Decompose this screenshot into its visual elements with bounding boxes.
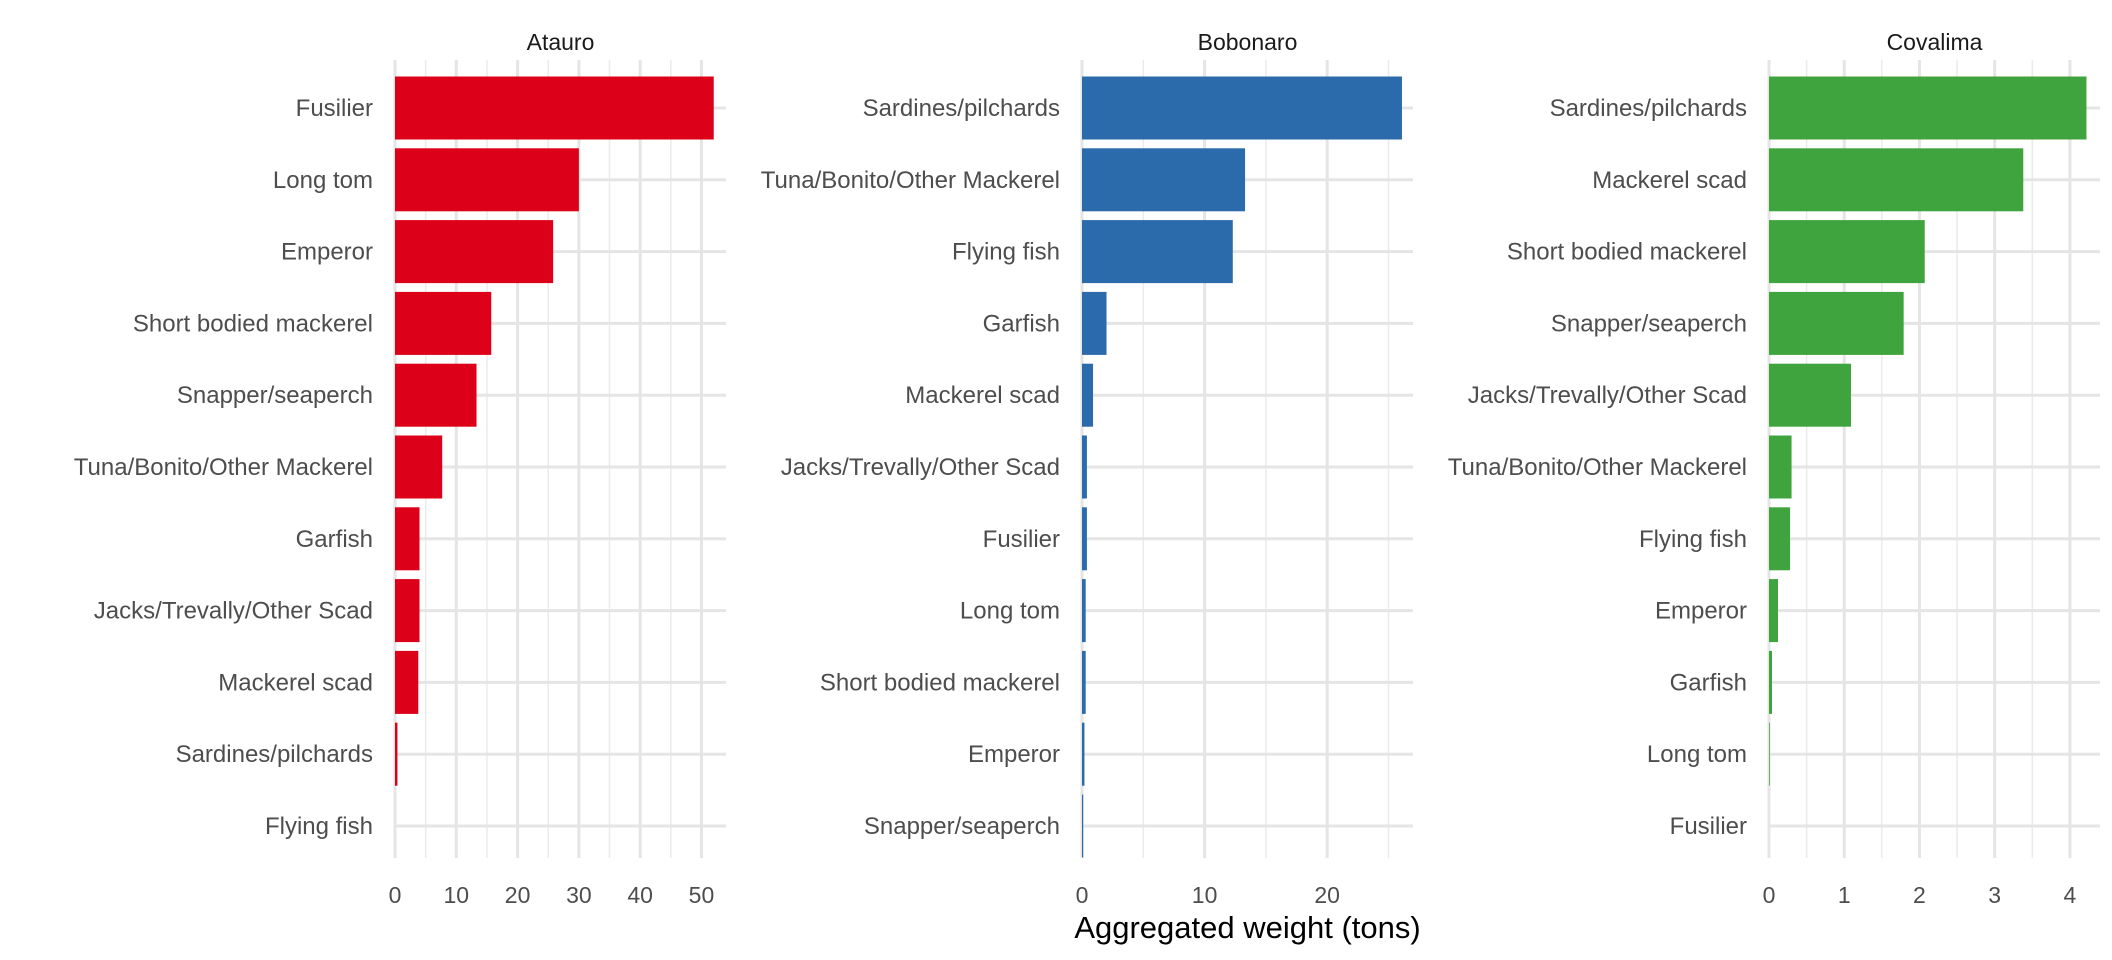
bar-covalima-6	[1769, 507, 1791, 571]
bar-bobonaro-2	[1082, 220, 1233, 284]
x-tick-label: 0	[1763, 882, 1776, 908]
category-label: Flying fish	[1639, 526, 1747, 553]
category-label: Jacks/Trevally/Other Scad	[781, 454, 1060, 481]
category-label: Snapper/seaperch	[177, 382, 373, 409]
x-tick-label: 40	[627, 882, 653, 908]
x-tick-label: 10	[443, 882, 469, 908]
facet-panel-covalima: Sardines/pilchards Mackerel scad Short bod…	[1448, 29, 2100, 908]
facet-panel-atauro: Fusilier Long tom Emperor Short bodied mack…	[74, 29, 726, 908]
category-label: Fusilier	[296, 95, 373, 122]
category-label: Garfish	[983, 310, 1060, 337]
facet-title: Covalima	[1887, 29, 1983, 55]
x-tick-label: 20	[1314, 882, 1340, 908]
bar-covalima-8	[1769, 650, 1773, 714]
category-label: Short bodied mackerel	[820, 669, 1060, 696]
x-axis-title: Aggregated weight (tons)	[1074, 910, 1420, 945]
bar-bobonaro-9	[1082, 722, 1085, 786]
x-tick-label: 1	[1838, 882, 1851, 908]
category-label: Emperor	[281, 239, 373, 266]
category-label: Short bodied mackerel	[1507, 239, 1747, 266]
bar-bobonaro-5	[1082, 435, 1087, 499]
bar-covalima-2	[1769, 220, 1925, 284]
category-label: Sardines/pilchards	[1550, 95, 1747, 122]
bar-atauro-5	[395, 435, 443, 499]
category-label: Tuna/Bonito/Other Mackerel	[761, 167, 1060, 194]
x-tick-label: 20	[505, 882, 531, 908]
bar-atauro-4	[395, 363, 477, 427]
category-label: Fusilier	[983, 526, 1060, 553]
bar-bobonaro-7	[1082, 579, 1086, 643]
category-label: Long tom	[960, 598, 1060, 625]
category-label: Flying fish	[265, 813, 373, 840]
category-label: Garfish	[1670, 669, 1747, 696]
bar-bobonaro-6	[1082, 507, 1087, 571]
category-label: Tuna/Bonito/Other Mackerel	[74, 454, 373, 481]
bar-bobonaro-10	[1082, 794, 1084, 858]
bar-atauro-2	[395, 220, 554, 284]
category-label: Mackerel scad	[905, 382, 1060, 409]
bar-bobonaro-3	[1082, 291, 1107, 355]
x-tick-label: 2	[1913, 882, 1926, 908]
bar-covalima-4	[1769, 363, 1851, 427]
x-tick-label: 0	[389, 882, 402, 908]
category-label: Fusilier	[1670, 813, 1747, 840]
category-label: Snapper/seaperch	[1551, 310, 1747, 337]
category-label: Sardines/pilchards	[176, 741, 373, 768]
category-label: Emperor	[1655, 598, 1747, 625]
x-tick-label: 10	[1192, 882, 1218, 908]
category-label: Tuna/Bonito/Other Mackerel	[1448, 454, 1747, 481]
bar-covalima-1	[1769, 148, 2024, 212]
bar-bobonaro-1	[1082, 148, 1246, 212]
category-label: Garfish	[296, 526, 373, 553]
category-label: Flying fish	[952, 239, 1060, 266]
bar-atauro-9	[395, 722, 398, 786]
bar-atauro-8	[395, 650, 419, 714]
facet-panel-bobonaro: Sardines/pilchards Tuna/Bonito/Other Mack…	[761, 29, 1413, 908]
bar-covalima-7	[1769, 579, 1779, 643]
bar-bobonaro-0	[1082, 76, 1402, 140]
bar-covalima-5	[1769, 435, 1792, 499]
category-label: Jacks/Trevally/Other Scad	[1468, 382, 1747, 409]
facet-title: Bobonaro	[1198, 29, 1298, 55]
bar-atauro-0	[395, 76, 714, 140]
facet-title: Atauro	[527, 29, 595, 55]
category-label: Emperor	[968, 741, 1060, 768]
bar-covalima-3	[1769, 291, 1904, 355]
category-label: Snapper/seaperch	[864, 813, 1060, 840]
category-label: Mackerel scad	[218, 669, 373, 696]
bar-bobonaro-8	[1082, 650, 1086, 714]
bar-atauro-1	[395, 148, 579, 212]
x-tick-label: 0	[1076, 882, 1089, 908]
bar-atauro-3	[395, 291, 492, 355]
category-label: Sardines/pilchards	[863, 95, 1060, 122]
x-tick-label: 30	[566, 882, 592, 908]
bar-atauro-7	[395, 579, 420, 643]
bar-covalima-0	[1769, 76, 2087, 140]
x-tick-label: 50	[689, 882, 715, 908]
x-tick-label: 4	[2064, 882, 2077, 908]
category-label: Long tom	[1647, 741, 1747, 768]
category-label: Jacks/Trevally/Other Scad	[94, 598, 373, 625]
bar-bobonaro-4	[1082, 363, 1094, 427]
category-label: Long tom	[273, 167, 373, 194]
x-tick-label: 3	[1988, 882, 2001, 908]
category-label: Mackerel scad	[1592, 167, 1747, 194]
bar-covalima-9	[1769, 722, 1770, 786]
category-label: Short bodied mackerel	[133, 310, 373, 337]
bar-atauro-6	[395, 507, 420, 571]
